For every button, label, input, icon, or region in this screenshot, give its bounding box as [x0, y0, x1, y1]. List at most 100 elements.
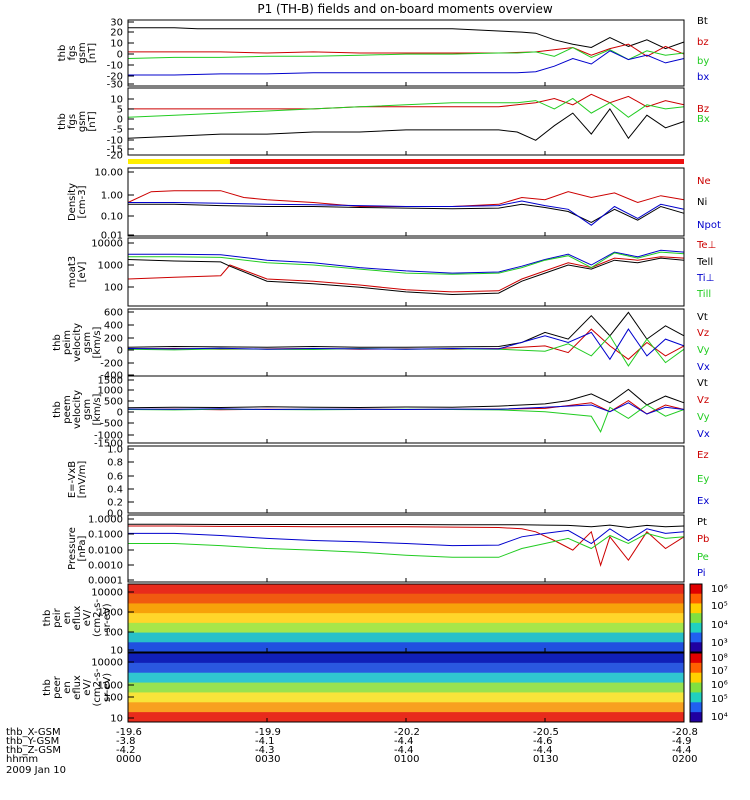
footer-value: -4.6	[533, 736, 553, 747]
y-axis-label: [km/s]	[92, 393, 103, 425]
y-tick-label: 0.10	[101, 212, 123, 223]
legend-entry: Ni	[697, 197, 707, 208]
y-tick-label: 1000	[98, 608, 123, 619]
legend-entry: Pb	[697, 534, 709, 545]
series-line-Ni	[128, 203, 685, 223]
y-axis-label: [cm-3]	[77, 185, 88, 218]
y-axis-label: eV/	[82, 609, 93, 626]
legend-entry: Tell	[696, 257, 713, 268]
footer-value: 0000	[116, 754, 141, 765]
y-tick-label: 600	[104, 308, 123, 319]
series-line-unnamed	[127, 108, 685, 141]
legend-entry: Vx	[697, 362, 710, 373]
panel-frame	[127, 445, 685, 514]
y-tick-label: 1000	[98, 681, 123, 692]
y-tick-label: 10000	[91, 588, 123, 599]
y-tick-label: 0	[117, 115, 123, 126]
y-axis-label: thb	[42, 610, 53, 627]
y-axis-label: gsm	[82, 399, 93, 420]
y-tick-label: -200	[100, 359, 123, 370]
figure-title: P1 (TH-B) fields and on-board moments ov…	[257, 2, 553, 16]
series-line-Vt	[127, 388, 685, 409]
spectrogram-band	[128, 662, 684, 674]
y-tick-label: 200	[104, 334, 123, 345]
legend-entry: Vy	[697, 345, 710, 356]
colorbar-segment	[690, 702, 702, 713]
series-line-Pe	[128, 532, 685, 558]
y-tick-label: 10	[110, 39, 123, 50]
legend-entry: Ne	[697, 176, 711, 187]
colorbar-tick-label: 10⁴	[711, 712, 728, 723]
colorbar-frame	[689, 652, 703, 723]
y-axis-label: moat3	[67, 256, 78, 288]
y-tick-label: 0.0100	[88, 546, 123, 557]
colorbar-tick-label: 10⁷	[711, 666, 728, 677]
footer-value: -19.9	[255, 727, 281, 738]
footer-group: thb_X-GSM -19.6 -19.9 -20.2 -20.5 -20.8 thb_Y-…	[6, 727, 698, 776]
footer-value: -4.4	[533, 745, 553, 756]
spectrogram-band	[128, 584, 684, 595]
footer-value: 0030	[255, 754, 280, 765]
y-tick-label: -20	[107, 151, 123, 162]
footer-value: -20.5	[533, 727, 559, 738]
colorbar-frame	[689, 583, 703, 653]
mode-bar-fast	[229, 159, 684, 164]
footer-row-label: thb_Z-GSM	[6, 745, 61, 756]
y-tick-label: 100	[104, 693, 123, 704]
spectrogram-band	[128, 682, 684, 693]
spectrogram-band	[128, 603, 684, 614]
y-tick-label: 400	[104, 321, 123, 332]
y-tick-label: 1.0000	[88, 515, 123, 526]
y-axis-label: eflux	[72, 675, 83, 700]
y-tick-label: 1.0	[107, 445, 123, 456]
panel-frame	[127, 167, 685, 237]
spectrogram-band	[128, 692, 684, 703]
series-line-Pb	[128, 525, 685, 568]
y-tick-label: 20	[110, 28, 123, 39]
legend-entry: bz	[697, 37, 709, 48]
footer-value: -20.2	[394, 727, 420, 738]
y-tick-label: 0.01	[101, 231, 123, 242]
y-tick-label: 1500	[98, 376, 123, 387]
legend-entry: Vz	[697, 328, 709, 339]
colorbar-segment	[690, 662, 702, 674]
y-tick-label: 5	[117, 105, 123, 116]
colorbar-tick-label: 10³	[711, 638, 728, 649]
series-line-Ti⊥	[128, 249, 685, 274]
y-tick-label: -10	[107, 136, 123, 147]
mode-bar	[128, 159, 684, 164]
legend-entry: Vt	[697, 378, 708, 389]
footer-value: -4.2	[116, 745, 136, 756]
spectrogram-band	[128, 702, 684, 713]
y-tick-label: 1000	[98, 261, 123, 272]
panel-efield: Ez Ey Ex 1.0 0.8 0.6 0.4 0.20.0 E=-VxB [mV/m]	[67, 445, 709, 520]
y-axis-label: Pressure	[67, 527, 78, 570]
panel-frame	[127, 308, 685, 377]
spectrogram-band	[128, 632, 684, 643]
series-line-Vt	[127, 311, 685, 348]
legend-entry: Vt	[697, 312, 708, 323]
legend-entry: Bx	[697, 114, 710, 125]
panel-density: Ne Ni Npot 10.00 1.00 0.10 0.01 Density [cm-3]	[67, 167, 721, 242]
y-axis-label: eflux	[72, 606, 83, 631]
footer-date: 2009 Jan 10	[6, 765, 66, 776]
y-tick-label: 10000	[91, 239, 123, 250]
series-line-Tell	[127, 257, 685, 296]
y-axis-label: velocity	[72, 323, 83, 362]
y-axis-label: peer	[52, 675, 63, 699]
panel-frame	[127, 237, 685, 307]
y-tick-label: 1.00	[101, 191, 123, 202]
legend-entry: Pe	[697, 552, 709, 563]
footer-value: 0200	[672, 754, 697, 765]
y-tick-label: 0.4	[107, 485, 123, 496]
y-axis-label: peem	[62, 395, 73, 423]
footer-value: -3.8	[116, 736, 136, 747]
spectrogram-band	[128, 653, 684, 664]
y-tick-label: 0	[117, 408, 123, 419]
panel-temperature: Te⊥ Tell Ti⊥ Till 10000 1000 100 moat3 [eV]	[67, 237, 716, 307]
colorbar-segment	[690, 672, 702, 684]
